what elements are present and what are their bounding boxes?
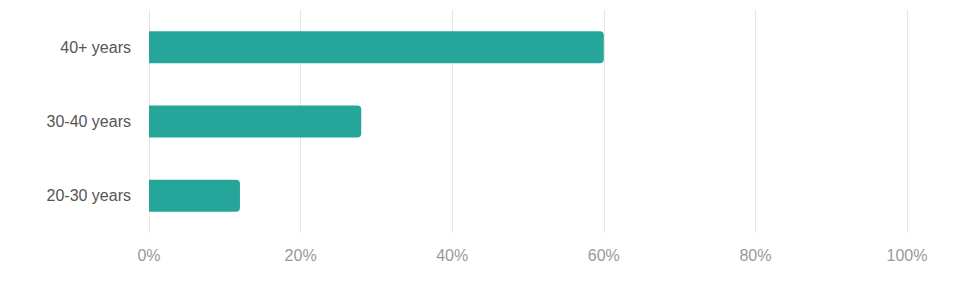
svg-text:30-40 years: 30-40 years (47, 113, 132, 130)
svg-text:80%: 80% (739, 247, 771, 264)
svg-text:40+ years: 40+ years (60, 39, 131, 56)
svg-text:0%: 0% (137, 247, 160, 264)
svg-text:20%: 20% (285, 247, 317, 264)
svg-text:40%: 40% (436, 247, 468, 264)
svg-text:20-30 years: 20-30 years (47, 187, 132, 204)
svg-text:100%: 100% (887, 247, 928, 264)
svg-text:60%: 60% (588, 247, 620, 264)
